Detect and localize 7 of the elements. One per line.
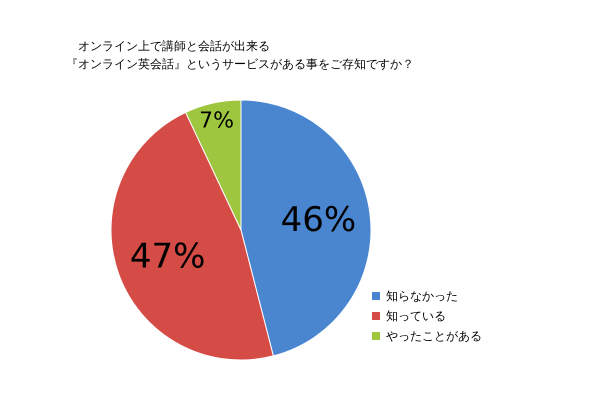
chart-title: オンライン上で講師と会話が出来る『オンライン英会話』というサービスがある事をご存知ですか？ (66, 39, 414, 71)
data-label: 47% (130, 236, 206, 276)
legend-label: 知らなかった (386, 289, 458, 303)
data-label: 46% (280, 200, 356, 240)
data-label: 7% (199, 108, 234, 134)
legend-label: 知っている (386, 309, 446, 323)
legend-label: やったことがある (386, 329, 482, 343)
